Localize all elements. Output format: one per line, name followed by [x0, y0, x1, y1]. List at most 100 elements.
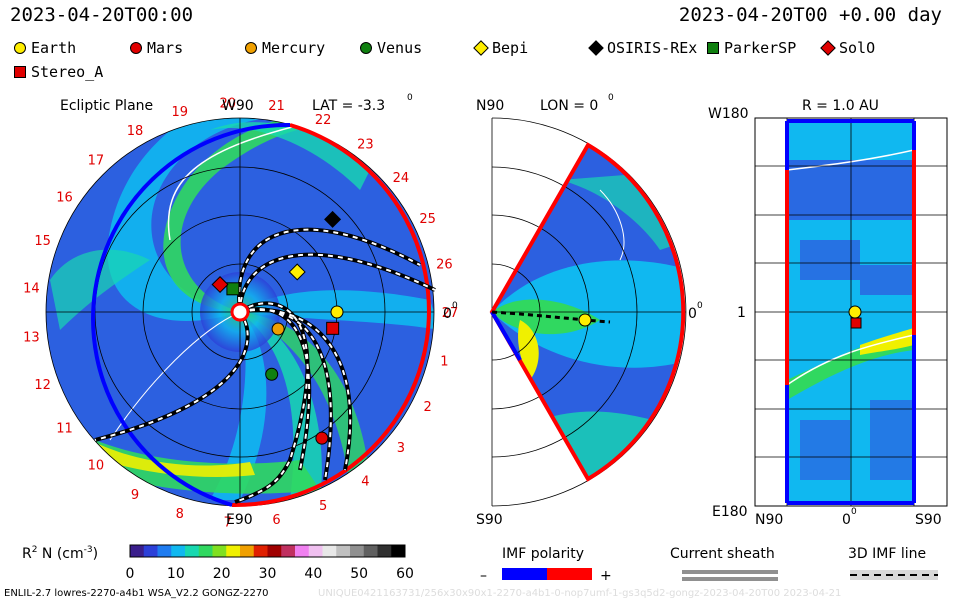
ecliptic-boundary-negative	[91, 122, 291, 507]
meridional-right-deg: 0	[697, 301, 703, 311]
sector-number: 1	[440, 354, 448, 369]
legend-marker	[820, 40, 836, 56]
body-earth	[330, 305, 344, 319]
sector-number: 2	[424, 400, 432, 415]
colorbar-segment	[295, 545, 310, 557]
radial-x-left: N90	[755, 512, 783, 528]
colorbar-frame	[129, 544, 406, 558]
legend-item-venus: Venus	[358, 39, 422, 57]
colorbar-tick-label: 10	[167, 566, 185, 582]
sector-number: 9	[131, 488, 139, 503]
current-sheath-title: Current sheath	[670, 546, 775, 562]
meridional-earth-marker	[578, 313, 592, 327]
colorbar-tick-label: 30	[259, 566, 277, 582]
colorbar-segment	[391, 545, 406, 557]
colorbar-segment	[377, 545, 392, 557]
body-venus	[265, 367, 279, 381]
colorbar-segment	[185, 545, 200, 557]
current-sheath-swatch-1	[682, 570, 778, 574]
ecliptic-boundary-positive	[231, 123, 431, 508]
datetime-right: 2023-04-20T00 +0.00 day	[678, 4, 942, 26]
colorbar-segment	[157, 545, 172, 557]
meridional-lon-deg: 0	[608, 93, 614, 103]
circle-marker-icon	[360, 42, 372, 54]
ecliptic-lat-label: LAT = -3.3	[312, 98, 385, 114]
sector-number: 13	[23, 330, 40, 345]
ecliptic-top-label: W90	[222, 98, 254, 114]
colorbar-ticks: 0 10 20 30 40 50 60	[126, 566, 414, 582]
radial-panel: R = 1.0 AU W180 1 E180 N90 0 0 S90	[708, 98, 948, 528]
colorbar-segment	[171, 545, 186, 557]
meridional-boundary	[489, 142, 686, 482]
sector-number: 7	[224, 516, 232, 531]
colorbar-segment	[322, 545, 337, 557]
footer-left: ENLIL-2.7 lowres-2270-a4b1 WSA_V2.2 GONG…	[4, 588, 269, 599]
colorbar-segment	[308, 545, 323, 557]
meridional-density-field	[492, 145, 684, 479]
ecliptic-lat-deg: 0	[407, 93, 413, 103]
legend-marker	[130, 42, 142, 54]
legend-item-stereo-a: Stereo_A	[12, 63, 103, 81]
sector-number: 24	[393, 171, 410, 186]
sector-number: 23	[357, 138, 374, 153]
body-mercury	[271, 322, 285, 336]
colorbar-segment	[350, 545, 365, 557]
colorbar-tick-label: 60	[396, 566, 414, 582]
body-solo	[211, 276, 229, 294]
legend-marker	[14, 66, 26, 78]
body-mars	[315, 431, 329, 445]
ecliptic-body-markers	[211, 210, 344, 445]
ecliptic-bottom-label: E90	[226, 512, 253, 528]
legend-label: ParkerSP	[724, 39, 797, 57]
legend-label: Mars	[147, 39, 184, 57]
colorbar-segment	[212, 545, 227, 557]
colorbar-segment	[198, 545, 213, 557]
colorbar-segment	[130, 545, 145, 557]
legend-marker	[707, 42, 719, 54]
sector-number: 4	[361, 474, 369, 489]
legend-label: SolO	[839, 39, 876, 57]
square-marker-icon	[14, 66, 26, 78]
circle-marker-icon	[130, 42, 142, 54]
colorbar-segment	[363, 545, 378, 557]
footer-right: UNIQUE0421163731/256x30x90x1-2270-a4b1-0…	[318, 588, 841, 599]
body-parkersp	[226, 282, 240, 296]
sector-number: 14	[23, 282, 40, 297]
sector-number: 20	[220, 96, 237, 111]
meridional-lon-label: LON = 0	[540, 98, 598, 114]
sector-number: 26	[436, 258, 453, 273]
radial-top-left: W180	[708, 106, 749, 122]
legend-item-osiris-rex: OSIRIS-REx	[588, 39, 697, 57]
legend-label: Stereo_A	[31, 63, 104, 81]
body-bepi	[288, 263, 306, 281]
imf-line-swatch-bg	[850, 570, 938, 580]
colorbar-tick-label: 50	[350, 566, 368, 582]
sector-number: 3	[397, 441, 405, 456]
colorbar-tick-label: 40	[304, 566, 322, 582]
legend-label: Venus	[377, 39, 423, 57]
colorbar-segment	[281, 545, 296, 557]
legend-label: Bepi	[492, 39, 529, 57]
sun-marker	[230, 302, 250, 322]
ecliptic-imf-lines	[94, 227, 436, 504]
colorbar-tick-label: 0	[126, 566, 135, 582]
ecliptic-right-deg: 0	[452, 301, 458, 311]
imf-polarity-plus: +	[600, 568, 612, 584]
square-marker-icon	[707, 42, 719, 54]
radial-stereo-a-marker	[850, 317, 862, 329]
sector-number: 10	[88, 459, 105, 474]
colorbar-segment	[226, 545, 241, 557]
circle-marker-icon	[14, 42, 26, 54]
sector-number: 17	[88, 153, 105, 168]
diamond-marker-icon	[820, 40, 836, 56]
imf-polarity-positive-swatch	[547, 568, 592, 580]
sector-number: 27	[442, 306, 459, 321]
legend-item-mercury: Mercury	[243, 39, 325, 57]
legend-marker	[588, 40, 604, 56]
legend-marker	[473, 40, 489, 56]
current-sheath-swatch-2	[682, 577, 778, 581]
diamond-marker-icon	[473, 40, 489, 56]
legend-marker	[360, 42, 372, 54]
